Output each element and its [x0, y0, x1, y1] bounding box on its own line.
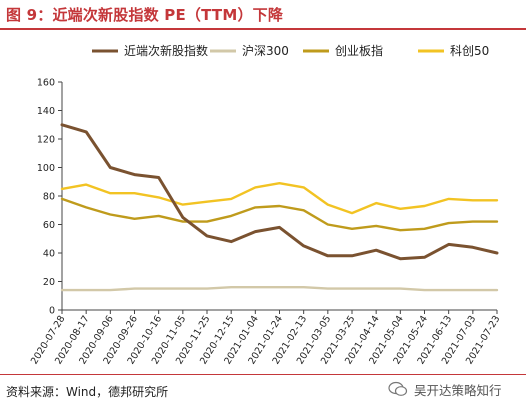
watermark-text: 吴开达策略知行 — [414, 382, 502, 398]
line-chart: 近端次新股指数 沪深300 创业板指 科创50 0 20 40 60 80 100 120 140 16… — [29, 43, 503, 366]
legend-label: 科创50 — [450, 44, 489, 58]
y-tick-label: 60 — [43, 220, 55, 231]
series-line — [60, 123, 499, 261]
title-divider — [0, 28, 526, 30]
watermark: 吴开达策略知行 — [388, 376, 522, 402]
wechat-icon — [388, 381, 408, 396]
source-note: 资料来源：Wind，德邦研究所 — [6, 385, 169, 399]
footer-divider — [0, 374, 526, 375]
y-tick-label: 80 — [43, 192, 55, 203]
chart-title: 图 9：近端次新股指数 PE（TTM）下降 — [6, 6, 284, 24]
y-tick-label: 20 — [43, 277, 55, 288]
y-tick-label: 160 — [37, 78, 55, 89]
legend-label: 创业板指 — [335, 43, 383, 58]
y-tick-label: 140 — [37, 106, 55, 117]
legend-label: 沪深300 — [242, 44, 289, 58]
series-line — [60, 182, 499, 215]
y-tick-label: 0 — [49, 306, 55, 317]
y-tick-label: 120 — [37, 135, 55, 146]
series-line — [60, 286, 499, 292]
y-tick-label: 100 — [37, 163, 55, 174]
y-tick-label: 40 — [43, 249, 55, 260]
legend-label: 近端次新股指数 — [124, 43, 208, 58]
